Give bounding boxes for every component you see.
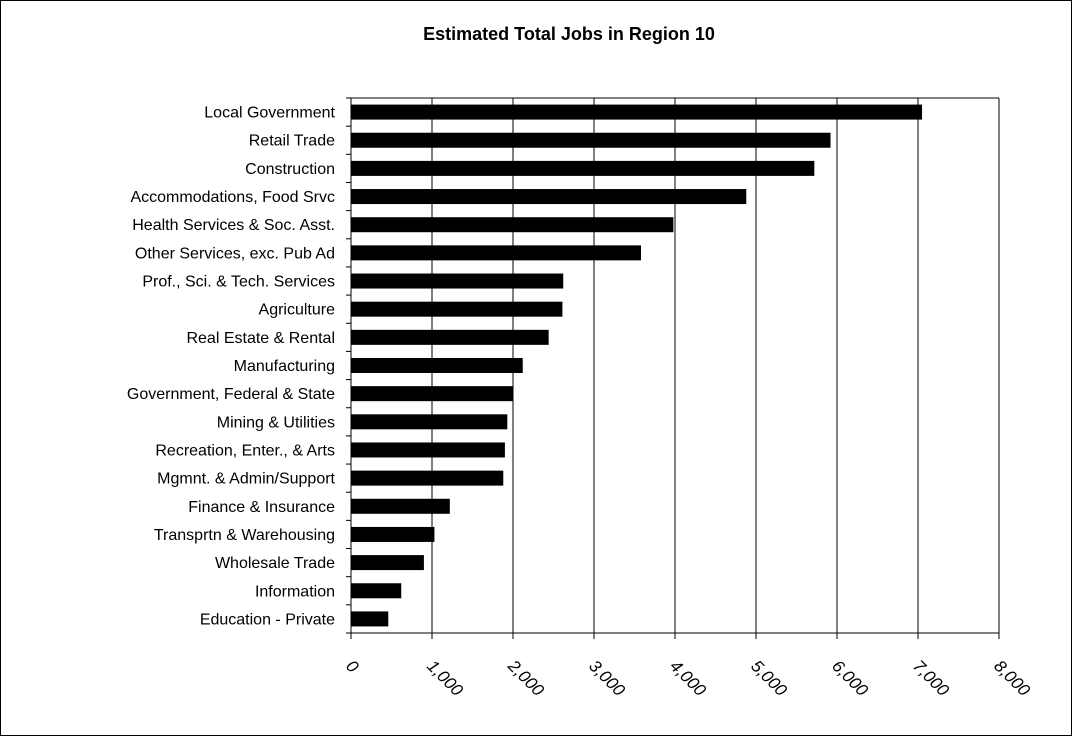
x-tick-label: 6,000 xyxy=(828,656,872,700)
category-label: Accommodations, Food Srvc xyxy=(130,189,335,206)
category-label: Local Government xyxy=(204,105,335,122)
bar xyxy=(351,611,389,627)
category-labels: Local Government Retail Trade Construction… xyxy=(127,105,336,629)
category-label: Retail Trade xyxy=(249,133,335,150)
x-tick-label: 7,000 xyxy=(909,656,953,700)
category-label: Agriculture xyxy=(259,302,336,319)
bar xyxy=(351,470,504,486)
category-label: Real Estate & Rental xyxy=(186,330,335,347)
x-tick-label: 2,000 xyxy=(503,656,548,701)
x-tick-label: 4,000 xyxy=(666,656,710,700)
bar xyxy=(351,526,435,542)
chart-title: Estimated Total Jobs in Region 10 xyxy=(423,24,715,44)
bar xyxy=(351,132,831,148)
bar xyxy=(351,358,523,373)
tick-labels: 0 1,000 2,000 3,000 4,000 5,000 6,000 7,000 8,00… xyxy=(342,656,1034,701)
bar xyxy=(351,583,402,599)
bar xyxy=(351,555,424,571)
bar xyxy=(351,189,747,205)
category-label: Mining & Utilities xyxy=(217,414,335,431)
category-label: Finance & Insurance xyxy=(188,499,335,516)
category-label: Education - Private xyxy=(200,611,335,628)
bar xyxy=(351,442,505,458)
x-tick-label: 3,000 xyxy=(585,656,629,700)
category-label: Construction xyxy=(245,161,335,178)
category-label: Transprtn & Warehousing xyxy=(154,527,335,544)
category-label: Recreation, Enter., & Arts xyxy=(155,442,335,459)
axes xyxy=(346,97,1000,639)
bar xyxy=(351,160,815,176)
category-label: Information xyxy=(255,583,335,600)
bar xyxy=(351,217,674,233)
category-label: Health Services & Soc. Asst. xyxy=(132,217,335,234)
category-label: Mgmnt. & Admin/Support xyxy=(157,471,335,488)
bar xyxy=(351,498,450,514)
category-label: Prof., Sci. & Tech. Services xyxy=(142,274,335,291)
x-tick-label: 8,000 xyxy=(990,656,1034,700)
bar xyxy=(351,301,563,317)
bar xyxy=(351,329,549,345)
bar xyxy=(351,273,564,289)
category-label: Other Services, exc. Pub Ad xyxy=(135,245,335,262)
x-tick-label: 1,000 xyxy=(423,656,467,700)
bar xyxy=(351,386,513,402)
x-tick-label: 0 xyxy=(342,656,363,677)
bar xyxy=(351,104,923,120)
category-label: Wholesale Trade xyxy=(215,555,335,572)
gridlines xyxy=(351,97,1000,633)
x-tick-label: 5,000 xyxy=(747,656,791,700)
category-label: Government, Federal & State xyxy=(127,386,335,403)
bar xyxy=(351,414,508,430)
bar xyxy=(351,245,641,261)
bars xyxy=(351,104,923,627)
category-label: Manufacturing xyxy=(234,358,335,375)
